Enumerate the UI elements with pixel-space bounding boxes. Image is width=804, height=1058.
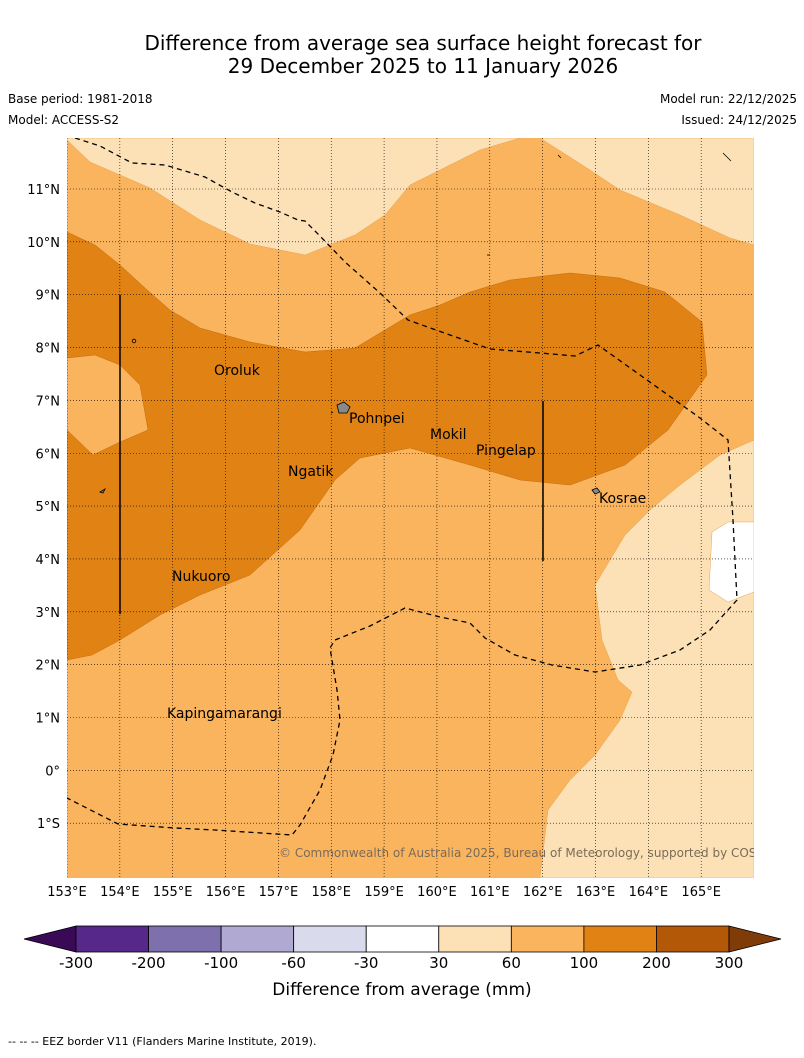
lon-tick-label: 163°E bbox=[576, 885, 616, 900]
label-mokil: Mokil bbox=[430, 427, 467, 443]
lon-tick-label: 161°E bbox=[470, 885, 510, 900]
title-line-1: Difference from average sea surface heig… bbox=[144, 31, 702, 55]
island-pohnpei bbox=[336, 401, 351, 414]
eez-border bbox=[67, 138, 738, 836]
colorbar-segment bbox=[148, 925, 222, 953]
colorbar-title: Difference from average (mm) bbox=[272, 980, 531, 1000]
colorbar-tick-label: 300 bbox=[715, 954, 744, 972]
lat-tick-label: 4°N bbox=[36, 553, 61, 568]
lat-tick-label: 7°N bbox=[36, 394, 61, 409]
eez-legend-note: -- -- -- EEZ border V11 (Flanders Marine… bbox=[8, 1035, 317, 1048]
band-neutral-patch bbox=[708, 521, 754, 603]
lon-tick-label: 156°E bbox=[206, 885, 246, 900]
island-small-4 bbox=[722, 152, 732, 162]
label-nukuoro: Nukuoro bbox=[172, 569, 230, 585]
label-ngatik: Ngatik bbox=[288, 464, 334, 480]
colorbar: -300 -200 -100 -60 -30 30 60 100 200 300 bbox=[23, 925, 782, 972]
lon-tick-label: 154°E bbox=[100, 885, 140, 900]
colorbar-segment bbox=[220, 925, 295, 953]
band-100-200 bbox=[67, 231, 708, 661]
lat-tick-label: 0° bbox=[45, 764, 60, 779]
model-run: Model run: 22/12/2025 bbox=[659, 92, 797, 106]
colorbar-tick-label: 30 bbox=[429, 954, 448, 972]
band-30-60-southeast bbox=[539, 439, 754, 878]
colorbar-segment bbox=[583, 925, 657, 953]
island-small-3 bbox=[557, 154, 562, 159]
colorbar-tick-label: -300 bbox=[59, 954, 93, 972]
lat-tick-label: 2°N bbox=[36, 659, 61, 674]
model-name: Model: ACCESS-S2 bbox=[8, 113, 120, 127]
label-kosrae: Kosrae bbox=[599, 491, 646, 507]
lat-tick-label: 3°N bbox=[36, 606, 61, 621]
colorbar-tick-label: -60 bbox=[281, 954, 306, 972]
colorbar-arrow-low bbox=[23, 925, 77, 953]
colorbar-tick-label: -100 bbox=[204, 954, 238, 972]
band-30-60-northeast bbox=[539, 138, 754, 246]
copyright-text: © Commonwealth of Australia 2025, Bureau… bbox=[279, 846, 784, 860]
lon-tick-label: 155°E bbox=[153, 885, 193, 900]
map-title: Difference from average sea surface heig… bbox=[0, 32, 804, 78]
base-period: Base period: 1981-2018 bbox=[8, 92, 153, 106]
colorbar-segment bbox=[656, 925, 730, 953]
lat-tick-label: 9°N bbox=[36, 289, 61, 304]
band-60-100-inset bbox=[67, 354, 149, 456]
lat-tick-label: 8°N bbox=[36, 342, 61, 357]
lon-tick-label: 158°E bbox=[311, 885, 351, 900]
lat-tick-label: 1°S bbox=[37, 817, 60, 832]
issued-date: Issued: 24/12/2025 bbox=[681, 113, 797, 127]
colorbar-tick-label: -200 bbox=[132, 954, 166, 972]
band-30-60-north bbox=[67, 138, 521, 256]
lon-tick-label: 160°E bbox=[417, 885, 457, 900]
lat-tick-label: 6°N bbox=[36, 447, 61, 462]
latitude-labels: 11°N 10°N 9°N 8°N 7°N 6°N 5°N 4°N 3°N 2°N 1°N 0° 1°S bbox=[27, 183, 60, 832]
lon-tick-label: 159°E bbox=[364, 885, 404, 900]
colorbar-segment bbox=[510, 925, 585, 953]
lon-tick-label: 153°E bbox=[47, 885, 87, 900]
colorbar-tick-label: 200 bbox=[642, 954, 671, 972]
colorbar-tick-label: 100 bbox=[570, 954, 599, 972]
colorbar-arrow-high bbox=[728, 925, 782, 953]
lon-tick-label: 162°E bbox=[523, 885, 563, 900]
lat-tick-label: 1°N bbox=[36, 712, 61, 727]
lon-tick-label: 157°E bbox=[259, 885, 299, 900]
island-small-6 bbox=[330, 411, 334, 414]
lat-tick-label: 5°N bbox=[36, 500, 61, 515]
place-labels: Oroluk Pohnpei Mokil Pingelap Ngatik Kos… bbox=[167, 363, 646, 722]
label-pingelap: Pingelap bbox=[476, 443, 536, 459]
colorbar-tick-label: 60 bbox=[502, 954, 521, 972]
lat-tick-label: 10°N bbox=[27, 236, 60, 251]
label-oroluk: Oroluk bbox=[214, 363, 261, 379]
colorbar-segment bbox=[365, 925, 440, 953]
longitude-labels: 153°E 154°E 155°E 156°E 157°E 158°E 159°E 160°E… bbox=[47, 885, 721, 900]
label-pohnpei: Pohnpei bbox=[349, 411, 405, 427]
island-markers bbox=[99, 152, 732, 495]
lat-tick-label: 11°N bbox=[27, 183, 60, 198]
island-small-1 bbox=[131, 338, 137, 344]
colorbar-segment bbox=[75, 925, 149, 953]
colorbar-segment bbox=[438, 925, 512, 953]
label-kapingamarangi: Kapingamarangi bbox=[167, 706, 282, 722]
title-line-2: 29 December 2025 to 11 January 2026 bbox=[227, 54, 619, 78]
island-small-2 bbox=[99, 487, 106, 494]
lon-tick-label: 165°E bbox=[681, 885, 721, 900]
lon-tick-label: 164°E bbox=[629, 885, 669, 900]
colorbar-tick-label: -30 bbox=[354, 954, 379, 972]
colorbar-segment bbox=[293, 925, 367, 953]
map-area: Oroluk Pohnpei Mokil Pingelap Ngatik Kos… bbox=[67, 138, 784, 878]
island-kosrae bbox=[591, 487, 601, 495]
